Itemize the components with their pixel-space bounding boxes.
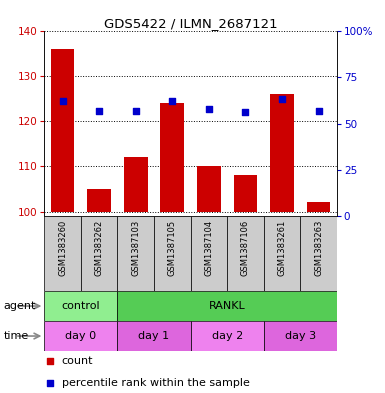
Bar (161, 103, 184, 211)
Text: GSM1383262: GSM1383262 (95, 220, 104, 276)
Text: GSM1383260: GSM1383260 (58, 220, 67, 276)
Text: day 3: day 3 (285, 331, 316, 341)
Bar (117, 291, 337, 321)
Text: RANKL: RANKL (209, 301, 246, 311)
Text: control: control (62, 301, 100, 311)
Text: GSM1383263: GSM1383263 (314, 220, 323, 276)
Point (206, 106, 212, 112)
Text: day 1: day 1 (139, 331, 169, 341)
Text: day 0: day 0 (65, 331, 96, 341)
Bar (51, 49, 74, 211)
Bar (227, 216, 264, 291)
Text: day 2: day 2 (211, 331, 243, 341)
Text: percentile rank within the sample: percentile rank within the sample (62, 378, 250, 388)
Point (279, 96, 285, 103)
Bar (300, 216, 337, 291)
Point (241, 95, 247, 101)
Point (132, 107, 139, 114)
Text: time: time (4, 331, 29, 341)
Bar (44, 321, 117, 351)
Text: GSM1383261: GSM1383261 (278, 220, 286, 276)
Bar (117, 321, 191, 351)
Bar (124, 157, 147, 211)
Point (96, 107, 102, 114)
Text: count: count (62, 356, 93, 366)
Bar (117, 216, 154, 291)
Bar (81, 216, 117, 291)
Point (316, 107, 322, 114)
Bar (87, 189, 111, 211)
Bar (191, 321, 264, 351)
Bar (154, 216, 191, 291)
Bar (307, 202, 330, 211)
Bar (264, 216, 300, 291)
Bar (234, 175, 257, 211)
Point (243, 109, 249, 116)
Text: GSM1387106: GSM1387106 (241, 220, 250, 276)
Point (59, 98, 65, 105)
Bar (270, 94, 294, 211)
Point (241, 295, 247, 301)
Point (169, 98, 176, 105)
Bar (197, 166, 221, 211)
Bar (44, 216, 81, 291)
Title: GDS5422 / ILMN_2687121: GDS5422 / ILMN_2687121 (104, 17, 277, 30)
Text: agent: agent (4, 301, 36, 311)
Bar (264, 321, 337, 351)
Bar (44, 291, 117, 321)
Text: GSM1387103: GSM1387103 (131, 220, 140, 276)
Bar (191, 216, 227, 291)
Text: GSM1387105: GSM1387105 (168, 220, 177, 276)
Text: GSM1387104: GSM1387104 (204, 220, 213, 276)
